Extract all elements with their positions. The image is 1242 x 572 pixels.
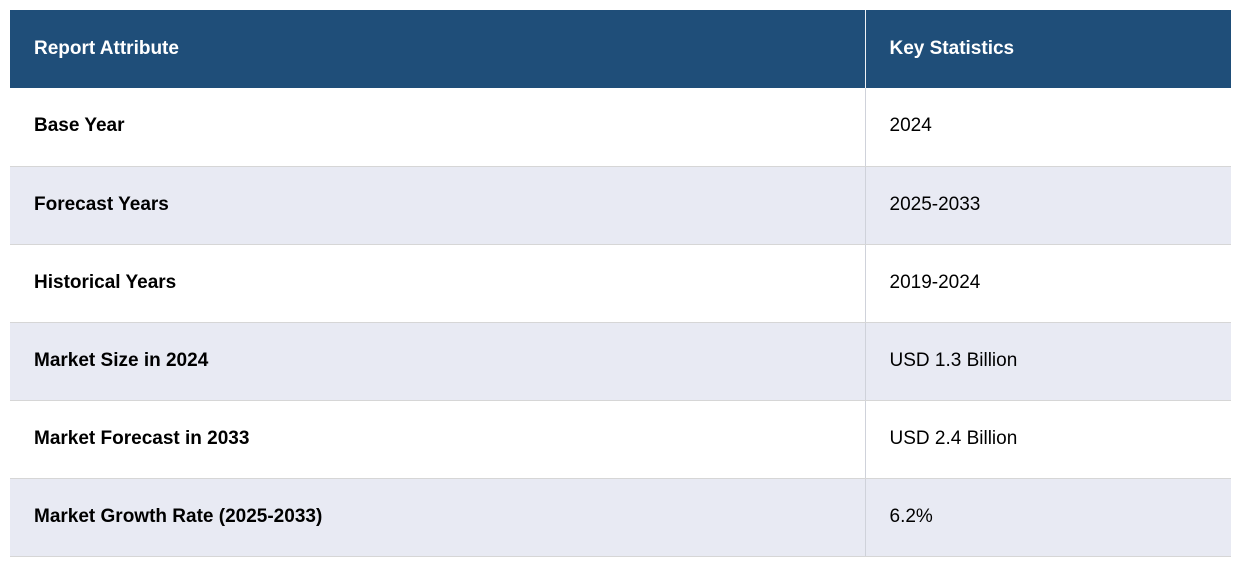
value-cell: 2019-2024 <box>864 244 1231 323</box>
value-cell: USD 1.3 Billion <box>864 322 1231 401</box>
table-header-row: Report Attribute Key Statistics <box>10 10 1231 88</box>
attribute-cell: Forecast Years <box>10 166 865 245</box>
table-row-forecast-years: Forecast Years 2025-2033 <box>10 166 1231 245</box>
table-row-historical-years: Historical Years 2019-2024 <box>10 244 1231 323</box>
value-cell: 2024 <box>864 88 1231 167</box>
table-row-base-year: Base Year 2024 <box>10 88 1231 167</box>
table-row-market-growth-rate: Market Growth Rate (2025-2033) 6.2% <box>10 478 1231 557</box>
attribute-cell: Market Growth Rate (2025-2033) <box>10 478 865 557</box>
attribute-cell: Historical Years <box>10 244 865 323</box>
table-row-market-size-2024: Market Size in 2024 USD 1.3 Billion <box>10 322 1231 401</box>
column-header-key-statistics: Key Statistics <box>864 10 1231 88</box>
table-row-market-forecast-2033: Market Forecast in 2033 USD 2.4 Billion <box>10 400 1231 479</box>
value-cell: USD 2.4 Billion <box>864 400 1231 479</box>
attribute-cell: Market Size in 2024 <box>10 322 865 401</box>
report-attributes-table: Report Attribute Key Statistics Base Yea… <box>10 10 1231 557</box>
report-attributes-table-wrap: Report Attribute Key Statistics Base Yea… <box>10 10 1231 557</box>
value-cell: 2025-2033 <box>864 166 1231 245</box>
attribute-cell: Base Year <box>10 88 865 167</box>
column-header-report-attribute: Report Attribute <box>10 10 865 88</box>
value-cell: 6.2% <box>864 478 1231 557</box>
attribute-cell: Market Forecast in 2033 <box>10 400 865 479</box>
